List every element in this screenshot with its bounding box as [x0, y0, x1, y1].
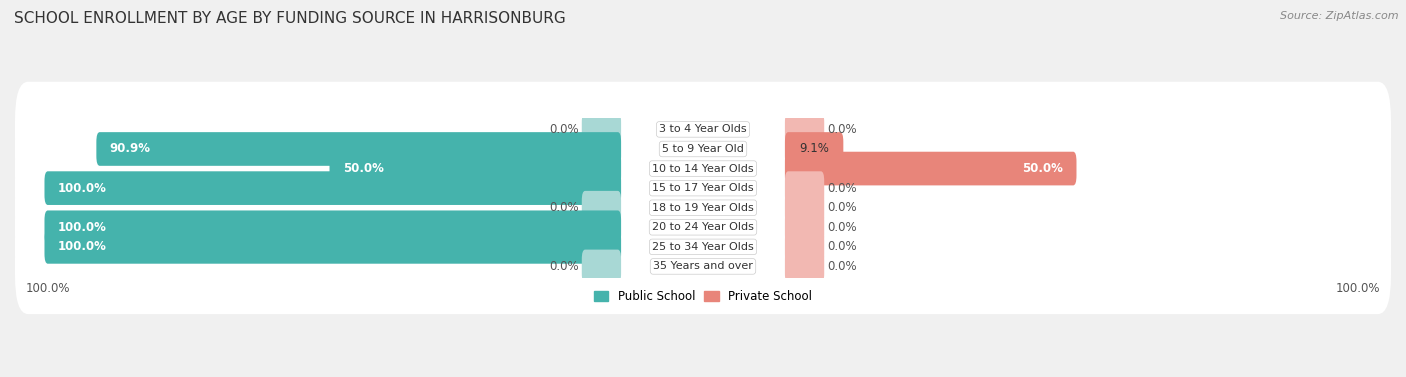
FancyBboxPatch shape	[15, 199, 1391, 294]
FancyBboxPatch shape	[15, 141, 1391, 236]
FancyBboxPatch shape	[329, 152, 621, 185]
FancyBboxPatch shape	[785, 250, 824, 283]
Text: 0.0%: 0.0%	[828, 260, 858, 273]
FancyBboxPatch shape	[785, 132, 844, 166]
Legend: Public School, Private School: Public School, Private School	[589, 285, 817, 308]
Text: SCHOOL ENROLLMENT BY AGE BY FUNDING SOURCE IN HARRISONBURG: SCHOOL ENROLLMENT BY AGE BY FUNDING SOUR…	[14, 11, 565, 26]
FancyBboxPatch shape	[45, 210, 621, 244]
Text: 0.0%: 0.0%	[548, 201, 578, 214]
FancyBboxPatch shape	[15, 101, 1391, 197]
Text: Source: ZipAtlas.com: Source: ZipAtlas.com	[1281, 11, 1399, 21]
FancyBboxPatch shape	[785, 230, 824, 264]
FancyBboxPatch shape	[582, 191, 621, 225]
Text: 0.0%: 0.0%	[548, 260, 578, 273]
Text: 18 to 19 Year Olds: 18 to 19 Year Olds	[652, 203, 754, 213]
Text: 0.0%: 0.0%	[828, 241, 858, 253]
Text: 100.0%: 100.0%	[58, 182, 107, 195]
Text: 0.0%: 0.0%	[828, 123, 858, 136]
FancyBboxPatch shape	[785, 210, 824, 244]
FancyBboxPatch shape	[15, 82, 1391, 177]
FancyBboxPatch shape	[15, 219, 1391, 314]
FancyBboxPatch shape	[785, 152, 1077, 185]
Text: 10 to 14 Year Olds: 10 to 14 Year Olds	[652, 164, 754, 173]
Text: 25 to 34 Year Olds: 25 to 34 Year Olds	[652, 242, 754, 252]
Text: 0.0%: 0.0%	[828, 221, 858, 234]
Text: 3 to 4 Year Olds: 3 to 4 Year Olds	[659, 124, 747, 135]
Text: 5 to 9 Year Old: 5 to 9 Year Old	[662, 144, 744, 154]
FancyBboxPatch shape	[97, 132, 621, 166]
Text: 0.0%: 0.0%	[828, 182, 858, 195]
FancyBboxPatch shape	[15, 160, 1391, 255]
FancyBboxPatch shape	[582, 113, 621, 146]
Text: 50.0%: 50.0%	[343, 162, 384, 175]
Text: 35 Years and over: 35 Years and over	[652, 261, 754, 271]
FancyBboxPatch shape	[785, 113, 824, 146]
Text: 90.9%: 90.9%	[110, 143, 150, 155]
Text: 50.0%: 50.0%	[1022, 162, 1063, 175]
Text: 100.0%: 100.0%	[58, 241, 107, 253]
Text: 9.1%: 9.1%	[799, 143, 830, 155]
FancyBboxPatch shape	[15, 121, 1391, 216]
Text: 15 to 17 Year Olds: 15 to 17 Year Olds	[652, 183, 754, 193]
FancyBboxPatch shape	[15, 179, 1391, 275]
FancyBboxPatch shape	[45, 171, 621, 205]
FancyBboxPatch shape	[785, 191, 824, 225]
FancyBboxPatch shape	[45, 230, 621, 264]
Text: 0.0%: 0.0%	[548, 123, 578, 136]
FancyBboxPatch shape	[785, 171, 824, 205]
Text: 0.0%: 0.0%	[828, 201, 858, 214]
Text: 100.0%: 100.0%	[58, 221, 107, 234]
Text: 20 to 24 Year Olds: 20 to 24 Year Olds	[652, 222, 754, 232]
FancyBboxPatch shape	[582, 250, 621, 283]
